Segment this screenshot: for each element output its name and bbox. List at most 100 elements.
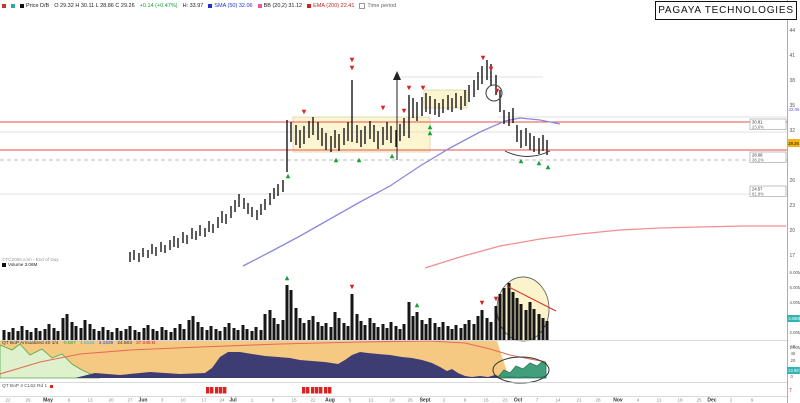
sell-arrow-icon xyxy=(480,55,486,61)
volume-bar xyxy=(7,332,11,340)
legend-item-label: EMA (200) 22.41 xyxy=(313,2,355,9)
volume-bar xyxy=(25,330,29,340)
indicator-teal-area xyxy=(497,360,547,379)
volume-bar xyxy=(537,314,541,340)
volume-bar xyxy=(316,322,320,340)
date-axis-month-label: Nov xyxy=(613,398,623,403)
volume-bar xyxy=(294,308,298,340)
series-color-chip xyxy=(2,3,6,8)
legend-item-label: Price D/B xyxy=(26,2,50,9)
indicator-legend-label[interactable]: QT BoP Annualized 40 1/4 xyxy=(2,341,59,346)
sma-line xyxy=(242,117,561,267)
date-axis-day-label: 14 xyxy=(555,398,561,403)
volume-bar xyxy=(494,306,498,340)
legend-item-h[interactable]: H: 33.97 xyxy=(183,3,204,9)
volume-bar xyxy=(106,330,110,340)
legend-item-bb[interactable]: BB (20,2) 31.12 xyxy=(257,2,303,9)
indicator-axis-label: 20 xyxy=(791,358,796,363)
volume-bar xyxy=(485,318,489,340)
legend-item-label: +0.14 (+0.47%) xyxy=(139,2,178,9)
signal-legend: QT BoP 4 CL62 Rd 1 xyxy=(2,384,54,389)
date-axis-day-label: 18 xyxy=(677,398,683,403)
buy-arrow-icon xyxy=(518,158,524,164)
volume-bar xyxy=(519,304,523,340)
volume-legend-label[interactable]: Volume 3.06M xyxy=(8,262,38,267)
date-axis-day-label: 9 xyxy=(464,398,467,403)
volume-bar xyxy=(437,327,441,340)
measure-arrow-head xyxy=(393,71,401,80)
volume-bar xyxy=(259,330,263,340)
volume-bar xyxy=(2,330,6,340)
fib-price-label: 30.81 xyxy=(752,119,763,124)
volume-bar xyxy=(528,302,532,340)
volume-bar xyxy=(196,322,200,340)
legend-item-014[interactable]: +0.14 (+0.47%) xyxy=(140,3,178,9)
legend-item-label: BB (20,2) 31.12 xyxy=(263,2,303,9)
volume-bar xyxy=(227,323,231,340)
price-axis-label: 20 xyxy=(790,228,796,234)
indicator-value: 3.1539 xyxy=(98,341,114,346)
date-axis-day-label: 22 xyxy=(310,398,316,403)
indicator-value: 37.045 B xyxy=(136,341,156,346)
indicator-axis-label: 0 xyxy=(791,374,794,379)
price-axis-label: 23 xyxy=(790,203,796,209)
time-period-checkbox[interactable] xyxy=(359,2,366,9)
indicator-tag xyxy=(787,367,800,374)
fib-label-box xyxy=(749,185,787,197)
buy-arrow-icon xyxy=(545,164,551,170)
volume-bar xyxy=(142,328,146,340)
volume-bar xyxy=(83,320,87,340)
volume-bar xyxy=(20,326,24,340)
date-axis-day-label: 21 xyxy=(576,398,582,403)
volume-bar xyxy=(476,316,480,340)
volume-bar xyxy=(502,288,506,340)
volume-bar xyxy=(333,312,337,340)
fib-label-box xyxy=(749,118,787,130)
legend-item-ema[interactable]: EMA (200) 22.41 xyxy=(307,3,354,9)
legend-item-label: H: 33.97 xyxy=(182,2,204,9)
volume-bar xyxy=(209,326,213,340)
series-color-chip xyxy=(307,3,312,8)
volume-bar xyxy=(133,330,137,340)
volume-bar xyxy=(307,320,311,340)
volume-bar xyxy=(415,312,419,340)
legend-item-sma[interactable]: SMA (50) 32.06 xyxy=(208,3,253,9)
volume-bar xyxy=(70,322,74,340)
fib-price-label: 28.08 xyxy=(752,152,763,157)
legend-item-label: Time period xyxy=(367,2,397,9)
legend-item-time[interactable]: Time period xyxy=(359,2,397,9)
volume-bar xyxy=(205,330,209,340)
volume-axis-label: 5.00M xyxy=(790,285,800,290)
volume-bar xyxy=(178,324,182,340)
signal-legend-label[interactable]: QT BoP 4 CL62 Rd 1 xyxy=(2,384,48,389)
arc-annotation xyxy=(504,150,551,157)
signal-block xyxy=(306,387,310,394)
legend-item-o[interactable]: O 29.32 H 30.11 L 28.86 C 29.26 xyxy=(54,3,134,9)
fib-percent-label: 23.6% xyxy=(752,124,764,129)
signal-block xyxy=(223,387,227,394)
indicator-value: 1.6124 xyxy=(79,341,95,346)
date-axis-day-label: 16 xyxy=(483,398,489,403)
volume-bar xyxy=(394,326,398,340)
volume-bar xyxy=(450,329,454,340)
price-axis-label: 41 xyxy=(790,53,796,59)
volume-bar xyxy=(11,328,15,340)
volume-bar xyxy=(137,332,141,340)
volume-bar xyxy=(324,323,328,340)
volume-bar xyxy=(368,318,372,340)
ema-line xyxy=(424,225,786,269)
legend-item-price[interactable]: Price D/B xyxy=(20,3,49,9)
series-color-chip xyxy=(208,3,213,8)
volume-bar xyxy=(511,292,515,340)
volume-bar xyxy=(88,324,92,340)
buy-arrow-icon xyxy=(356,157,362,163)
volume-bar xyxy=(110,332,114,340)
volume-bar xyxy=(289,290,293,340)
date-axis-day-label: 15 xyxy=(291,398,297,403)
buy-arrow-icon xyxy=(536,160,542,166)
volume-bar xyxy=(151,329,155,340)
volume-bar xyxy=(47,324,51,340)
date-axis-day-label: 5 xyxy=(349,398,352,403)
